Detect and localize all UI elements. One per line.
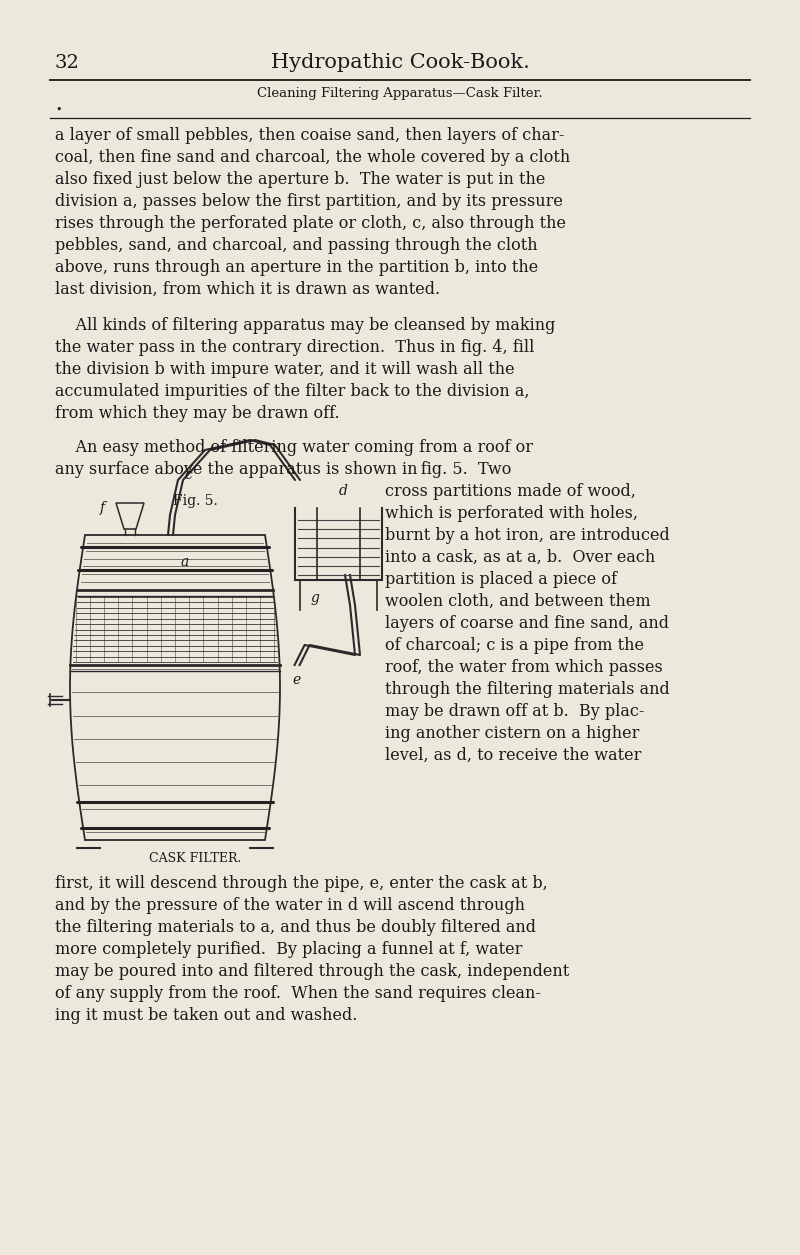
Text: Cleaning Filtering Apparatus—Cask Filter.: Cleaning Filtering Apparatus—Cask Filter…	[257, 87, 543, 100]
Text: g: g	[310, 591, 319, 605]
Text: the water pass in the contrary direction.  Thus in fig. 4, fill: the water pass in the contrary direction…	[55, 339, 534, 356]
Text: ing another cistern on a higher: ing another cistern on a higher	[385, 725, 639, 742]
Text: accumulated impurities of the filter back to the division a,: accumulated impurities of the filter bac…	[55, 383, 530, 400]
Text: first, it will descend through the pipe, e, enter the cask at b,: first, it will descend through the pipe,…	[55, 875, 548, 892]
Text: roof, the water from which passes: roof, the water from which passes	[385, 659, 662, 676]
Text: burnt by a hot iron, are introduced: burnt by a hot iron, are introduced	[385, 527, 670, 543]
Text: any surface above the apparatus is shown in fig. 5.  Two: any surface above the apparatus is shown…	[55, 461, 511, 478]
Text: An easy method of filtering water coming from a roof or: An easy method of filtering water coming…	[55, 439, 533, 456]
Text: from which they may be drawn off.: from which they may be drawn off.	[55, 405, 340, 422]
Text: Fig. 5.: Fig. 5.	[173, 494, 218, 508]
Text: e: e	[292, 673, 300, 686]
Text: c: c	[184, 468, 192, 482]
Text: woolen cloth, and between them: woolen cloth, and between them	[385, 594, 650, 610]
Text: All kinds of filtering apparatus may be cleansed by making: All kinds of filtering apparatus may be …	[55, 318, 555, 334]
Text: into a cask, as at a, b.  Over each: into a cask, as at a, b. Over each	[385, 548, 655, 566]
Text: cross partitions made of wood,: cross partitions made of wood,	[385, 483, 636, 499]
Text: may be drawn off at b.  By plac-: may be drawn off at b. By plac-	[385, 703, 644, 720]
Text: the division b with impure water, and it will wash all the: the division b with impure water, and it…	[55, 361, 514, 378]
Text: and by the pressure of the water in d will ascend through: and by the pressure of the water in d wi…	[55, 897, 525, 914]
Text: level, as d, to receive the water: level, as d, to receive the water	[385, 747, 642, 764]
Text: CASK FILTER.: CASK FILTER.	[149, 852, 241, 865]
Text: •: •	[55, 105, 62, 115]
Text: d: d	[338, 484, 347, 498]
Text: may be poured into and filtered through the cask, independent: may be poured into and filtered through …	[55, 963, 570, 980]
Text: pebbles, sand, and charcoal, and passing through the cloth: pebbles, sand, and charcoal, and passing…	[55, 237, 538, 254]
Text: Hydropathic Cook-Book.: Hydropathic Cook-Book.	[270, 53, 530, 72]
Text: layers of coarse and fine sand, and: layers of coarse and fine sand, and	[385, 615, 669, 633]
Text: a: a	[181, 556, 189, 570]
Text: the filtering materials to a, and thus be doubly filtered and: the filtering materials to a, and thus b…	[55, 919, 536, 936]
Text: of charcoal; c is a pipe from the: of charcoal; c is a pipe from the	[385, 638, 644, 654]
Text: of any supply from the roof.  When the sand requires clean-: of any supply from the roof. When the sa…	[55, 985, 541, 1001]
Text: f: f	[99, 501, 105, 515]
Text: through the filtering materials and: through the filtering materials and	[385, 681, 670, 698]
Text: more completely purified.  By placing a funnel at f, water: more completely purified. By placing a f…	[55, 941, 522, 958]
Text: partition is placed a piece of: partition is placed a piece of	[385, 571, 617, 589]
Text: rises through the perforated plate or cloth, c, also through the: rises through the perforated plate or cl…	[55, 215, 566, 232]
Text: a layer of small pebbles, then coaise sand, then layers of char-: a layer of small pebbles, then coaise sa…	[55, 127, 564, 144]
Text: coal, then fine sand and charcoal, the whole covered by a cloth: coal, then fine sand and charcoal, the w…	[55, 149, 570, 166]
Text: above, runs through an aperture in the partition b, into the: above, runs through an aperture in the p…	[55, 259, 538, 276]
Text: which is perforated with holes,: which is perforated with holes,	[385, 505, 638, 522]
Text: last division, from which it is drawn as wanted.: last division, from which it is drawn as…	[55, 281, 440, 297]
Text: ing it must be taken out and washed.: ing it must be taken out and washed.	[55, 1007, 358, 1024]
Text: 32: 32	[55, 54, 80, 72]
Text: division a, passes below the first partition, and by its pressure: division a, passes below the first parti…	[55, 193, 563, 210]
Text: also fixed just below the aperture b.  The water is put in the: also fixed just below the aperture b. Th…	[55, 171, 546, 188]
